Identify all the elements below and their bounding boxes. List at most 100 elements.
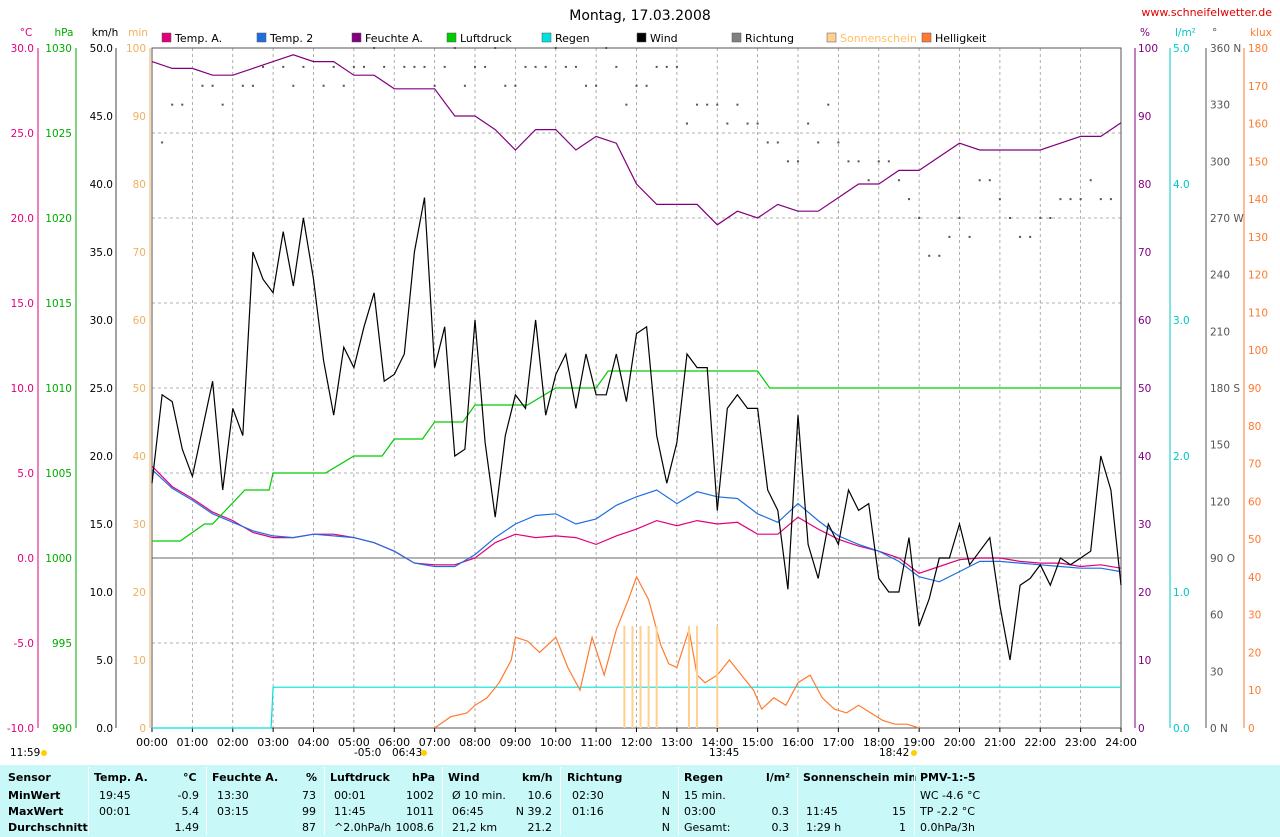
series-richtung-point — [716, 103, 719, 106]
series-richtung-point — [443, 65, 446, 68]
series-richtung-point — [867, 179, 870, 182]
series-richtung-point — [262, 65, 265, 68]
summary-cell-pmv: WC -4.6 °C — [920, 789, 981, 802]
series-richtung-point — [918, 217, 921, 219]
axis-tick-minutes: 0 — [139, 723, 146, 735]
axis-tick-temp: 10.0 — [11, 383, 34, 395]
axis-tick-humidity: 50 — [1138, 383, 1151, 395]
series-richtung-point — [746, 122, 749, 125]
summary-header-wind: Wind — [448, 771, 480, 784]
legend-label: Temp. 2 — [269, 32, 313, 45]
series-richtung-point — [605, 47, 608, 49]
series-richtung-point — [201, 84, 204, 87]
summary-cell-temp-val: 1.49 — [174, 821, 200, 834]
summary-cell-feuchte-val: 87 — [302, 821, 316, 834]
series-richtung-point — [1008, 217, 1011, 219]
series-richtung-point — [675, 65, 678, 68]
x-tick-label: 00:00 — [136, 736, 168, 749]
axis-tick-direction: 270 W — [1210, 213, 1244, 225]
summary-cell-feuchte-val: 99 — [302, 805, 316, 818]
summary-cell-richt-time: 02:30 — [572, 789, 604, 802]
axis-tick-minutes: 80 — [133, 179, 146, 191]
summary-cell-wind-time: Ø 10 min. — [452, 789, 506, 802]
series-richtung-point — [352, 65, 355, 68]
axis-tick-direction: 240 — [1210, 270, 1230, 282]
axis-tick-minutes: 90 — [133, 111, 146, 123]
summary-header-temp: Temp. A. — [94, 771, 148, 784]
summary-cell-richt-val: N — [661, 805, 670, 818]
axis-tick-wind: 25.0 — [90, 383, 113, 395]
x-tick-label: 13:00 — [661, 736, 693, 749]
series-richtung-point — [797, 160, 799, 163]
summary-header-sonne: Sonnenschein min — [803, 771, 917, 784]
axis-tick-minutes: 60 — [133, 315, 146, 327]
summary-cell-regen-val: 0.3 — [771, 821, 790, 834]
legend-swatch — [636, 32, 647, 43]
axis-tick-direction: 300 — [1210, 156, 1230, 168]
legend-label: Wind — [650, 32, 678, 45]
series-richtung-point — [322, 84, 325, 87]
series-wind-line — [151, 197, 1122, 661]
axis-tick-temp: 30.0 — [11, 43, 34, 55]
summary-cell-wind-time: 21,2 km — [452, 821, 498, 834]
legend-label: Feuchte A. — [365, 32, 423, 45]
summary-cell-richt-time: 01:16 — [572, 805, 604, 818]
axis-tick-brightness: 180 — [1248, 43, 1268, 55]
summary-cell-richt-val: N — [661, 821, 670, 834]
axis-tick-rain: 1.0 — [1173, 587, 1190, 599]
series-richtung-point — [282, 65, 285, 68]
axis-tick-wind: 35.0 — [90, 247, 113, 259]
series-richtung-point — [474, 65, 476, 68]
axis-unit-temp: °C — [20, 27, 33, 39]
axis-tick-brightness: 30 — [1248, 610, 1261, 622]
summary-cell-pmv: TP -2.2 °C — [920, 805, 975, 818]
summary-cell-druck-time: ^2.0hPa/h — [334, 821, 392, 834]
summary-header-wind-unit: km/h — [522, 771, 553, 784]
series-richtung-point — [433, 84, 436, 87]
summary-cell-druck-val: 1002 — [406, 789, 434, 802]
legend-swatch — [731, 32, 742, 43]
x-tick-label: 21:00 — [984, 736, 1016, 749]
series-richtung-point — [514, 84, 517, 87]
left-time-label: 11:59 — [10, 747, 40, 759]
series-richtung-point — [1109, 198, 1112, 201]
x-tick-label: 18:00 — [863, 736, 895, 749]
weather-chart: Montag, 17.03.2008 www.schneifelwetter.de… — [7, 6, 1272, 759]
axis-tick-humidity: 90 — [1138, 111, 1151, 123]
axis-tick-minutes: 50 — [133, 383, 146, 395]
x-tick-label: 22:00 — [1024, 736, 1056, 749]
axis-tick-direction: 60 — [1210, 610, 1223, 622]
axis-unit-minutes: min — [128, 27, 148, 39]
series-richtung-point — [251, 84, 254, 87]
axis-tick-humidity: 30 — [1138, 519, 1151, 531]
axis-tick-brightness: 120 — [1248, 270, 1268, 282]
summary-cell-regen-time: 15 min. — [684, 789, 726, 802]
summary-cell-sonne-val: 1 — [899, 821, 906, 834]
axis-tick-brightness: 80 — [1248, 421, 1261, 433]
axis-tick-brightness: 40 — [1248, 572, 1261, 584]
summary-cell-temp-val: 5.4 — [181, 805, 200, 818]
axis-tick-humidity: 60 — [1138, 315, 1151, 327]
axis-tick-brightness: 110 — [1248, 307, 1268, 319]
x-tick-label: 07:00 — [419, 736, 451, 749]
axis-tick-temp: 15.0 — [11, 298, 34, 310]
series-richtung-point — [544, 65, 547, 68]
summary-cell-pmv: 0.0hPa/3h — [920, 821, 976, 834]
series-feuchte-a-line — [151, 54, 1122, 226]
axis-tick-humidity: 0 — [1138, 723, 1145, 735]
axis-tick-temp: 5.0 — [17, 468, 34, 480]
series-richtung-point — [776, 141, 779, 144]
series-richtung-point — [1099, 198, 1102, 201]
axis-tick-wind: 0.0 — [96, 723, 113, 735]
x-tick-label: 17:00 — [823, 736, 855, 749]
series-richtung-point — [534, 65, 537, 68]
series-temp-2-line — [151, 469, 1122, 583]
series-richtung-point — [1059, 198, 1062, 201]
series-richtung-point — [645, 84, 648, 87]
summary-header-regen-unit: l/m² — [766, 771, 791, 784]
legend-label: Luftdruck — [460, 32, 512, 45]
summary-cell-label: MaxWert — [8, 805, 64, 818]
axis-tick-humidity: 80 — [1138, 179, 1151, 191]
x-tick-label: 10:00 — [540, 736, 572, 749]
series-richtung-point — [958, 217, 961, 219]
